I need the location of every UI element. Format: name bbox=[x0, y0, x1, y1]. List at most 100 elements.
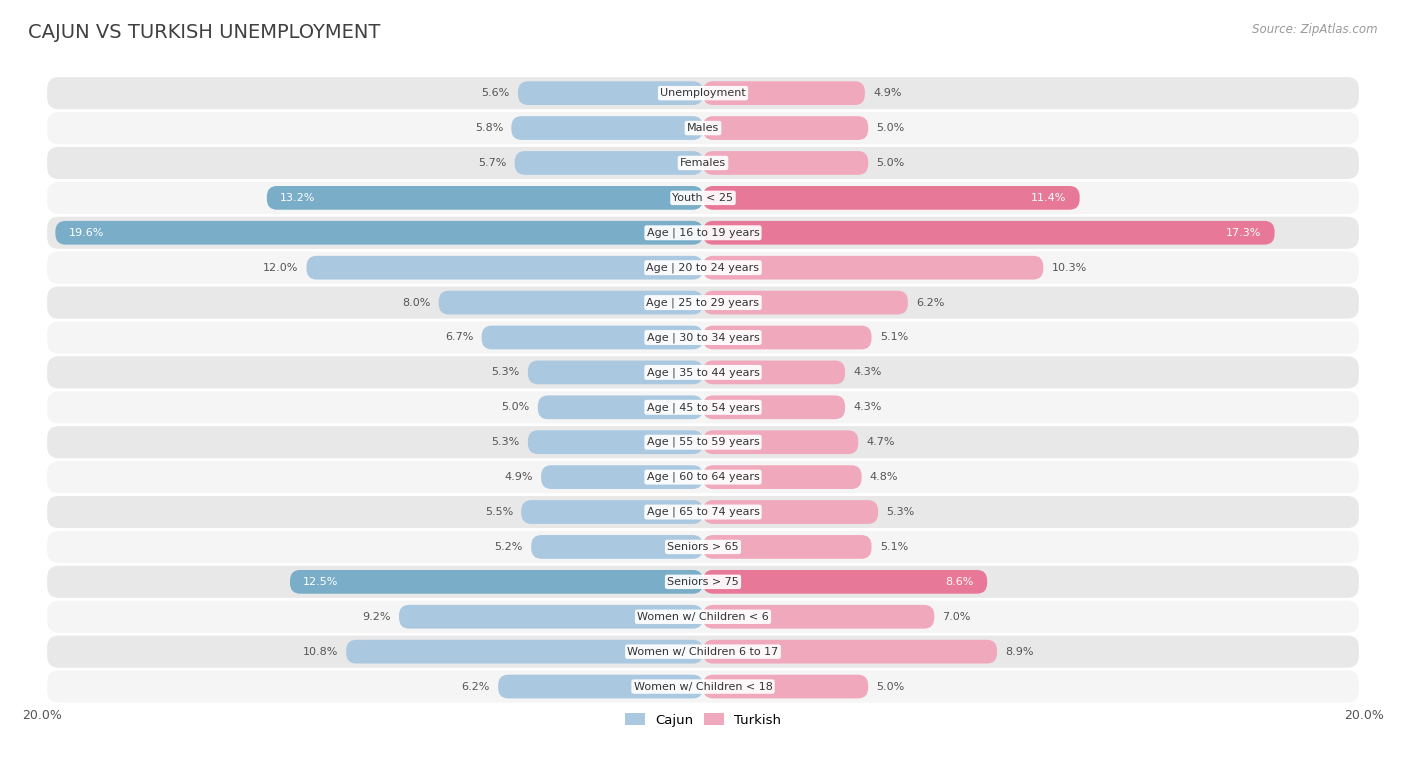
Text: Age | 30 to 34 years: Age | 30 to 34 years bbox=[647, 332, 759, 343]
FancyBboxPatch shape bbox=[48, 251, 1358, 284]
FancyBboxPatch shape bbox=[267, 186, 703, 210]
Text: 5.0%: 5.0% bbox=[876, 158, 904, 168]
FancyBboxPatch shape bbox=[517, 81, 703, 105]
FancyBboxPatch shape bbox=[703, 395, 845, 419]
FancyBboxPatch shape bbox=[48, 217, 1358, 249]
FancyBboxPatch shape bbox=[537, 395, 703, 419]
Text: Age | 45 to 54 years: Age | 45 to 54 years bbox=[647, 402, 759, 413]
FancyBboxPatch shape bbox=[703, 430, 858, 454]
Text: 19.6%: 19.6% bbox=[69, 228, 104, 238]
FancyBboxPatch shape bbox=[439, 291, 703, 314]
Text: 5.3%: 5.3% bbox=[491, 438, 520, 447]
FancyBboxPatch shape bbox=[703, 570, 987, 593]
FancyBboxPatch shape bbox=[48, 461, 1358, 493]
Text: 5.3%: 5.3% bbox=[886, 507, 915, 517]
Text: Age | 20 to 24 years: Age | 20 to 24 years bbox=[647, 263, 759, 273]
Text: 5.0%: 5.0% bbox=[876, 681, 904, 692]
FancyBboxPatch shape bbox=[48, 671, 1358, 702]
Text: Age | 65 to 74 years: Age | 65 to 74 years bbox=[647, 506, 759, 517]
Text: 4.9%: 4.9% bbox=[505, 472, 533, 482]
Text: 10.3%: 10.3% bbox=[1052, 263, 1087, 273]
Text: 7.0%: 7.0% bbox=[942, 612, 972, 621]
FancyBboxPatch shape bbox=[703, 640, 997, 664]
FancyBboxPatch shape bbox=[48, 636, 1358, 668]
FancyBboxPatch shape bbox=[703, 81, 865, 105]
FancyBboxPatch shape bbox=[703, 360, 845, 385]
FancyBboxPatch shape bbox=[703, 605, 934, 628]
Text: 4.3%: 4.3% bbox=[853, 402, 882, 413]
FancyBboxPatch shape bbox=[703, 535, 872, 559]
FancyBboxPatch shape bbox=[48, 496, 1358, 528]
Text: 5.3%: 5.3% bbox=[491, 367, 520, 378]
Text: 6.7%: 6.7% bbox=[444, 332, 474, 342]
FancyBboxPatch shape bbox=[703, 221, 1275, 245]
Text: Age | 55 to 59 years: Age | 55 to 59 years bbox=[647, 437, 759, 447]
Text: Women w/ Children 6 to 17: Women w/ Children 6 to 17 bbox=[627, 646, 779, 656]
Text: Youth < 25: Youth < 25 bbox=[672, 193, 734, 203]
Text: 10.8%: 10.8% bbox=[302, 646, 337, 656]
FancyBboxPatch shape bbox=[399, 605, 703, 628]
FancyBboxPatch shape bbox=[531, 535, 703, 559]
Text: CAJUN VS TURKISH UNEMPLOYMENT: CAJUN VS TURKISH UNEMPLOYMENT bbox=[28, 23, 381, 42]
FancyBboxPatch shape bbox=[703, 500, 879, 524]
Text: 8.0%: 8.0% bbox=[402, 298, 430, 307]
Text: Females: Females bbox=[681, 158, 725, 168]
Text: 4.9%: 4.9% bbox=[873, 88, 901, 98]
Text: 5.1%: 5.1% bbox=[880, 542, 908, 552]
Text: Age | 35 to 44 years: Age | 35 to 44 years bbox=[647, 367, 759, 378]
FancyBboxPatch shape bbox=[703, 674, 868, 699]
FancyBboxPatch shape bbox=[703, 291, 908, 314]
Text: Seniors > 65: Seniors > 65 bbox=[668, 542, 738, 552]
Text: 5.1%: 5.1% bbox=[880, 332, 908, 342]
Text: Age | 60 to 64 years: Age | 60 to 64 years bbox=[647, 472, 759, 482]
Text: 4.3%: 4.3% bbox=[853, 367, 882, 378]
FancyBboxPatch shape bbox=[498, 674, 703, 699]
Text: 11.4%: 11.4% bbox=[1031, 193, 1066, 203]
FancyBboxPatch shape bbox=[48, 77, 1358, 109]
Text: 8.6%: 8.6% bbox=[946, 577, 974, 587]
Text: Unemployment: Unemployment bbox=[661, 88, 745, 98]
Text: 5.8%: 5.8% bbox=[475, 123, 503, 133]
FancyBboxPatch shape bbox=[703, 151, 868, 175]
FancyBboxPatch shape bbox=[48, 287, 1358, 319]
Text: 5.5%: 5.5% bbox=[485, 507, 513, 517]
Text: 8.9%: 8.9% bbox=[1005, 646, 1033, 656]
Text: 4.7%: 4.7% bbox=[866, 438, 896, 447]
FancyBboxPatch shape bbox=[512, 116, 703, 140]
FancyBboxPatch shape bbox=[703, 186, 1080, 210]
Legend: Cajun, Turkish: Cajun, Turkish bbox=[620, 708, 786, 732]
FancyBboxPatch shape bbox=[48, 112, 1358, 144]
FancyBboxPatch shape bbox=[527, 430, 703, 454]
FancyBboxPatch shape bbox=[48, 391, 1358, 423]
FancyBboxPatch shape bbox=[307, 256, 703, 279]
FancyBboxPatch shape bbox=[515, 151, 703, 175]
FancyBboxPatch shape bbox=[541, 466, 703, 489]
Text: Women w/ Children < 6: Women w/ Children < 6 bbox=[637, 612, 769, 621]
Text: Males: Males bbox=[688, 123, 718, 133]
Text: 12.0%: 12.0% bbox=[263, 263, 298, 273]
FancyBboxPatch shape bbox=[48, 322, 1358, 354]
FancyBboxPatch shape bbox=[703, 466, 862, 489]
Text: 13.2%: 13.2% bbox=[280, 193, 315, 203]
Text: 12.5%: 12.5% bbox=[304, 577, 339, 587]
FancyBboxPatch shape bbox=[482, 326, 703, 350]
FancyBboxPatch shape bbox=[55, 221, 703, 245]
Text: 6.2%: 6.2% bbox=[461, 681, 489, 692]
Text: 17.3%: 17.3% bbox=[1226, 228, 1261, 238]
FancyBboxPatch shape bbox=[48, 426, 1358, 458]
Text: 6.2%: 6.2% bbox=[917, 298, 945, 307]
FancyBboxPatch shape bbox=[48, 182, 1358, 214]
Text: 5.0%: 5.0% bbox=[876, 123, 904, 133]
FancyBboxPatch shape bbox=[522, 500, 703, 524]
FancyBboxPatch shape bbox=[703, 256, 1043, 279]
FancyBboxPatch shape bbox=[346, 640, 703, 664]
FancyBboxPatch shape bbox=[48, 601, 1358, 633]
FancyBboxPatch shape bbox=[48, 531, 1358, 563]
Text: 4.8%: 4.8% bbox=[870, 472, 898, 482]
FancyBboxPatch shape bbox=[527, 360, 703, 385]
Text: 5.6%: 5.6% bbox=[481, 88, 510, 98]
Text: Age | 16 to 19 years: Age | 16 to 19 years bbox=[647, 228, 759, 238]
FancyBboxPatch shape bbox=[703, 326, 872, 350]
Text: 9.2%: 9.2% bbox=[363, 612, 391, 621]
Text: 5.7%: 5.7% bbox=[478, 158, 506, 168]
